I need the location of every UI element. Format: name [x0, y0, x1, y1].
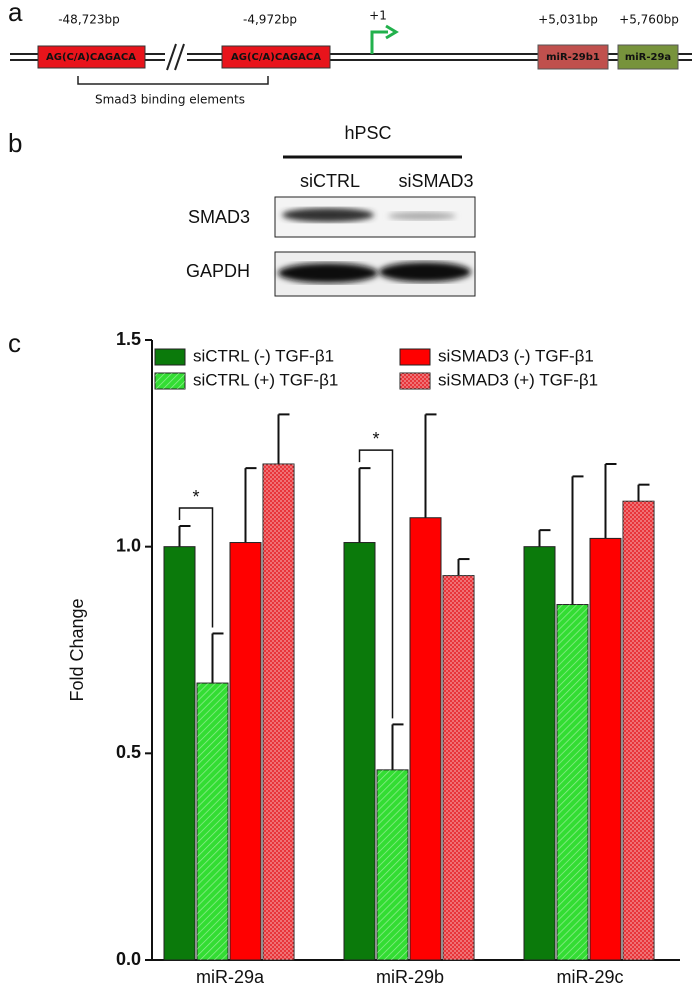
legend-hatch	[400, 373, 430, 389]
bracket	[77, 76, 269, 85]
binding-element-label: AG(C/A)CAGACA	[231, 52, 321, 63]
break-mark	[166, 43, 177, 71]
x-tick-label: miR-29b	[376, 967, 444, 987]
gene-box	[617, 44, 679, 70]
position-label: +5,031bp	[538, 13, 598, 27]
bar-hatch	[197, 683, 228, 960]
bar	[589, 537, 622, 961]
group-label: hPSC	[344, 123, 391, 143]
gene-label: miR-29b1	[546, 52, 600, 63]
panel-label: c	[8, 328, 21, 358]
bar-hatch	[263, 464, 294, 960]
x-tick-label: miR-29c	[556, 967, 623, 987]
y-tick-label: 0.5	[116, 742, 141, 762]
gene-label: miR-29a	[625, 52, 671, 63]
bracket-label: Smad3 binding elements	[95, 93, 245, 107]
significance-bracket	[178, 507, 214, 628]
significance-bracket	[358, 449, 394, 719]
tss-label: +1	[369, 9, 387, 23]
position-label: -48,723bp	[58, 13, 120, 27]
gene-diagram: AG(C/A)CAGACA -48,723bp AG(C/A)CAGACA -4…	[10, 9, 692, 107]
break-mark	[174, 43, 185, 71]
x-tick-label: miR-29a	[196, 967, 265, 987]
bar-hatch	[443, 575, 474, 960]
tss-arrow-head	[385, 24, 399, 40]
bar	[229, 542, 262, 961]
bar	[343, 542, 376, 961]
y-tick-label: 1.5	[116, 329, 141, 349]
legend-swatch	[399, 348, 431, 366]
band	[282, 208, 374, 222]
binding-element-label: AG(C/A)CAGACA	[46, 52, 136, 63]
binding-element-box	[37, 45, 146, 69]
legend-label: siSMAD3 (-) TGF-β1	[438, 346, 594, 365]
legend-label: siSMAD3 (+) TGF-β1	[438, 370, 598, 389]
lane-label: siCTRL	[300, 171, 360, 191]
bar-hatch	[623, 501, 654, 960]
panel-label: b	[8, 128, 22, 158]
legend-swatch	[154, 348, 186, 366]
legend-hatch	[155, 373, 185, 389]
legend-label: siCTRL (+) TGF-β1	[193, 370, 338, 389]
band	[379, 262, 471, 282]
bar-hatch	[557, 604, 588, 960]
bar-hatch	[377, 769, 408, 960]
bar	[523, 546, 556, 961]
bar	[409, 517, 442, 961]
band	[388, 212, 456, 220]
tss-arrow	[370, 30, 388, 54]
bar	[163, 546, 196, 961]
band	[278, 263, 378, 283]
binding-element-box	[221, 45, 331, 69]
row-label: GAPDH	[186, 261, 250, 281]
significance-label: *	[192, 487, 199, 507]
panel-label: a	[8, 0, 23, 27]
western-blot: hPSC siCTRL siSMAD3 SMAD3 GAPDH	[186, 123, 476, 297]
row-label: SMAD3	[188, 207, 250, 227]
gene-box	[537, 44, 609, 70]
y-tick-label: 1.0	[116, 535, 141, 555]
position-label: -4,972bp	[243, 13, 297, 27]
legend-label: siCTRL (-) TGF-β1	[193, 346, 334, 365]
position-label: +5,760bp	[619, 13, 679, 27]
y-tick-label: 0.0	[116, 949, 141, 969]
y-axis-label: Fold Change	[67, 598, 87, 701]
significance-label: *	[372, 429, 379, 449]
lane-label: siSMAD3	[398, 171, 473, 191]
